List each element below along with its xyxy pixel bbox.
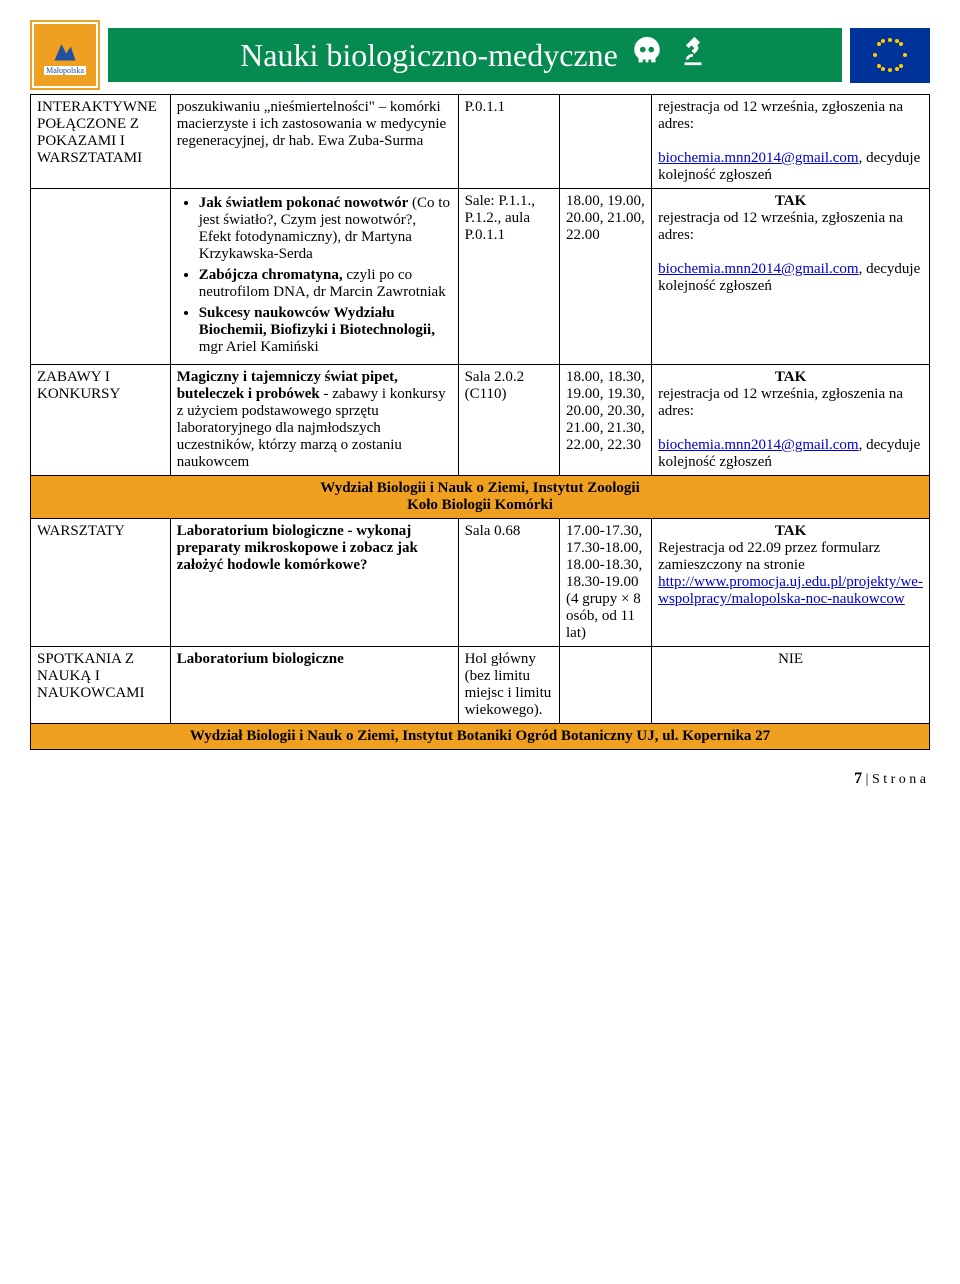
row-time: 17.00-17.30, 17.30-18.00, 18.00-18.30, 1… [560,519,652,647]
row-desc: Laboratorium biologiczne - wykonaj prepa… [170,519,458,647]
row-registration: NIE [652,647,930,724]
main-table: INTERAKTYWNE POŁĄCZONE Z POKAZAMI I WARS… [30,94,930,750]
row-room: Sala 0.68 [458,519,559,647]
page-footer: 7 | S t r o n a [30,770,930,788]
row-type [31,189,171,365]
row-desc: Jak światłem pokonać nowotwór (Co to jes… [170,189,458,365]
list-item: Zabójcza chromatyna, czyli po co neutrof… [199,267,452,301]
row-type: INTERAKTYWNE POŁĄCZONE Z POKAZAMI I WARS… [31,95,171,189]
page-title: Nauki biologiczno-medyczne [240,37,618,74]
row-type: SPOTKANIA Z NAUKĄ I NAUKOWCAMI [31,647,171,724]
row-registration: TAK rejestracja od 12 września, zgłoszen… [652,365,930,476]
skull-icon [630,34,664,76]
header: Małopolska Nauki biologiczno-medyczne [30,20,930,90]
logo-malopolska: Małopolska [30,20,100,90]
url-link[interactable]: http://www.promocja.uj.edu.pl/projekty/w… [658,574,923,607]
table-row: SPOTKANIA Z NAUKĄ I NAUKOWCAMI Laborator… [31,647,930,724]
row-room: Sale: P.1.1., P.1.2., aula P.0.1.1 [458,189,559,365]
microscope-icon [676,34,710,76]
row-type: ZABAWY I KONKURSY [31,365,171,476]
row-time: 18.00, 19.00, 20.00, 21.00, 22.00 [560,189,652,365]
row-desc: Magiczny i tajemniczy świat pipet, butel… [170,365,458,476]
list-item: Jak światłem pokonać nowotwór (Co to jes… [199,195,452,263]
list-item: Sukcesy naukowców Wydziału Biochemii, Bi… [199,305,452,356]
table-row: INTERAKTYWNE POŁĄCZONE Z POKAZAMI I WARS… [31,95,930,189]
row-registration: rejestracja od 12 września, zgłoszenia n… [652,95,930,189]
email-link[interactable]: biochemia.mnn2014@gmail.com [658,437,858,453]
row-time [560,647,652,724]
table-row: WARSZTATY Laboratorium biologiczne - wyk… [31,519,930,647]
row-registration: TAK Rejestracja od 22.09 przez formularz… [652,519,930,647]
row-room: Hol główny (bez limitu miejsc i limitu w… [458,647,559,724]
row-desc: poszukiwaniu „nieśmiertelności" – komórk… [170,95,458,189]
row-type: WARSZTATY [31,519,171,647]
section-header: Wydział Biologii i Nauk o Ziemi, Instytu… [31,476,930,519]
row-time: 18.00, 18.30, 19.00, 19.30, 20.00, 20.30… [560,365,652,476]
row-room: P.0.1.1 [458,95,559,189]
table-row: ZABAWY I KONKURSY Magiczny i tajemniczy … [31,365,930,476]
email-link[interactable]: biochemia.mnn2014@gmail.com [658,150,858,166]
row-registration: TAK rejestracja od 12 września, zgłoszen… [652,189,930,365]
row-room: Sala 2.0.2 (C110) [458,365,559,476]
eu-flag-icon [850,28,930,83]
row-time [560,95,652,189]
email-link[interactable]: biochemia.mnn2014@gmail.com [658,261,858,277]
page-title-band: Nauki biologiczno-medyczne [108,28,842,82]
row-desc: Laboratorium biologiczne [170,647,458,724]
table-row: Jak światłem pokonać nowotwór (Co to jes… [31,189,930,365]
section-header: Wydział Biologii i Nauk o Ziemi, Instytu… [31,724,930,750]
